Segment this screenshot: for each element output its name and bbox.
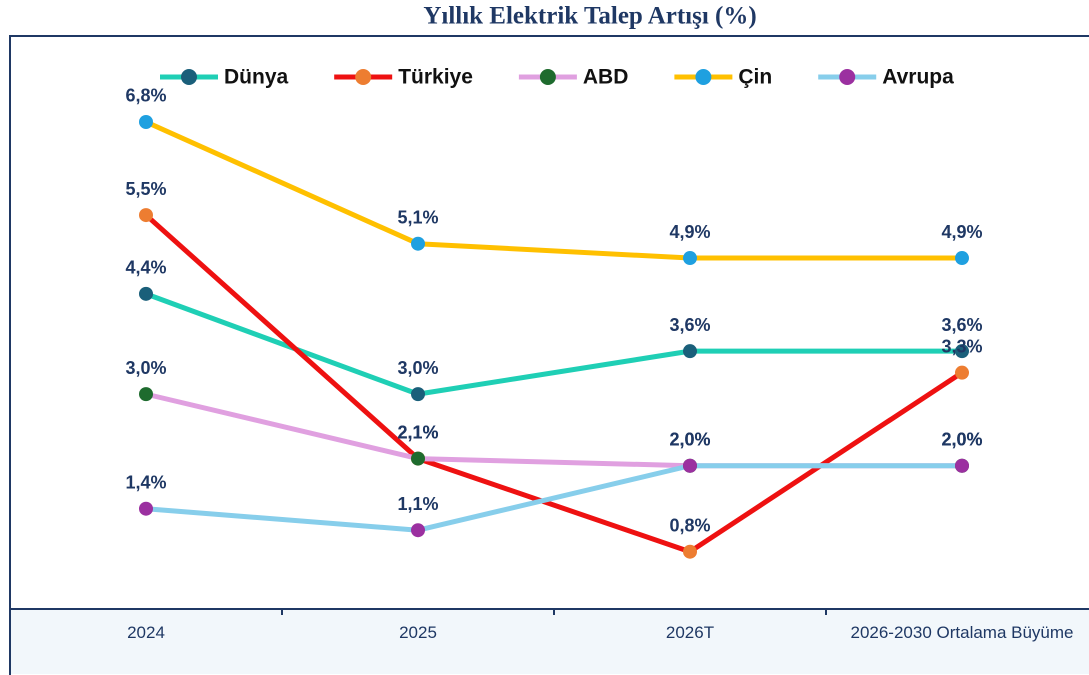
legend-marker [355,69,372,85]
data-label: 4,9% [669,222,710,242]
data-label: 2,0% [941,430,982,450]
legend-label: Avrupa [882,66,954,89]
data-point [411,387,425,402]
data-label: 2,0% [669,430,710,450]
data-point [139,501,153,516]
x-tick-label-box: 2026T [665,623,715,642]
legend-marker [695,69,712,85]
data-label: 3,6% [941,315,982,335]
series-line [144,119,962,261]
data-label: 0,8% [669,515,710,535]
x-tick-label: 2024 [127,623,165,642]
data-label: 3,6% [669,315,710,335]
data-label: 1,1% [397,494,438,514]
data-point [683,544,697,559]
data-label: 3,0% [397,358,438,378]
legend-label: Türkiye [398,66,473,89]
data-point [139,208,153,223]
series-line [145,463,962,533]
series-line [144,213,964,555]
data-point [139,114,153,129]
x-tick-label: 2026T [665,623,715,642]
data-label: 2,0% [941,430,982,450]
data-point [955,344,969,359]
data-label: 6,8% [125,86,166,106]
data-label: 4,4% [125,258,166,278]
data-point [955,251,969,266]
data-point [683,458,697,473]
legend-marker [181,69,197,85]
data-label: 5,5% [125,179,166,199]
x-tick-label: 2025 [399,623,437,642]
data-label: 3,3% [941,336,982,356]
data-point [683,344,697,359]
legend-label: Çin [738,66,772,89]
legend-marker [539,69,556,85]
data-label: 3,0% [125,358,166,378]
data-point [139,286,153,301]
x-tick-label-box: 2024 [127,623,165,642]
data-label: 2,0% [669,430,710,450]
data-label: 5,1% [397,207,438,227]
x-tick-label-box: 2025 [399,623,437,642]
data-point [955,458,969,473]
legend-marker [839,69,856,85]
data-label: 2,1% [397,422,438,442]
data-point [955,365,969,380]
data-label: 4,9% [941,222,982,242]
x-axis-band [11,609,1089,674]
chart-title: Yıllık Elektrik Talep Artışı (%) [423,3,756,30]
x-tick-label: 2026-2030 Ortalama Büyüme [850,623,1074,642]
legend-label: Dünya [224,66,289,89]
data-label: 1,4% [125,472,166,492]
series-line [145,291,962,397]
data-point [411,236,425,251]
legend-label: ABD [583,66,629,89]
data-label: 2,1% [397,422,438,442]
x-tick-label-box: 2026-2030 Ortalama Büyüme [850,623,1074,642]
data-point [411,523,425,538]
data-point [683,251,697,266]
data-point [411,451,425,466]
data-point [139,387,153,402]
